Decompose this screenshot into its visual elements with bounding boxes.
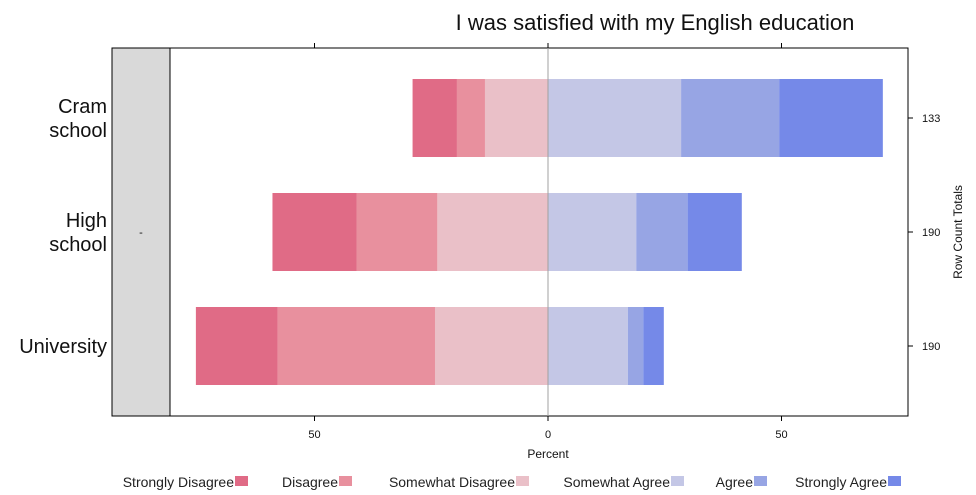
bar-somewhat-agree <box>548 307 628 385</box>
bar-strongly-disagree <box>195 307 278 385</box>
row-totals: 133 190 190 <box>908 113 940 353</box>
bar-strongly-agree <box>687 193 742 271</box>
right-axis-title: Row Count Totals <box>951 185 965 279</box>
legend-label: Strongly Agree <box>795 474 887 490</box>
x-tick-label: 50 <box>308 429 320 441</box>
bar-somewhat-disagree <box>484 79 548 157</box>
category-label: High <box>66 210 107 232</box>
legend-swatch <box>754 476 767 486</box>
x-tick-label: 0 <box>545 429 551 441</box>
bar-agree <box>681 79 780 157</box>
bar-somewhat-agree <box>548 193 637 271</box>
category-label: Cram <box>58 96 107 118</box>
strip-label: - <box>139 227 143 239</box>
legend-swatch <box>235 476 248 486</box>
top-ticks <box>314 43 782 48</box>
row-total-label: 190 <box>922 341 940 353</box>
bars-group <box>195 79 883 385</box>
legend-swatch <box>671 476 684 486</box>
bar-somewhat-disagree <box>437 193 548 271</box>
bar-disagree <box>356 193 438 271</box>
bar-somewhat-disagree <box>434 307 548 385</box>
category-label: school <box>49 234 107 256</box>
chart-title: I was satisfied with my English educatio… <box>456 10 855 35</box>
bar-strongly-disagree <box>272 193 357 271</box>
x-axis-title: Percent <box>527 447 569 461</box>
bar-disagree <box>456 79 485 157</box>
legend-label: Disagree <box>282 474 338 490</box>
legend-label: Strongly Disagree <box>123 474 234 490</box>
legend-label: Somewhat Agree <box>563 474 670 490</box>
x-axis: 50 0 50 <box>308 416 788 441</box>
legend-swatch <box>516 476 529 486</box>
legend: Strongly Disagree Disagree Somewhat Disagr… <box>123 474 901 490</box>
category-label: school <box>49 120 107 142</box>
bar-strongly-agree <box>643 307 664 385</box>
category-label: University <box>19 336 107 358</box>
legend-swatch <box>339 476 352 486</box>
row-total-label: 133 <box>922 113 940 125</box>
bar-somewhat-agree <box>548 79 682 157</box>
legend-swatch <box>888 476 901 486</box>
legend-label: Somewhat Disagree <box>389 474 515 490</box>
bar-strongly-agree <box>779 79 883 157</box>
row-total-label: 190 <box>922 227 940 239</box>
x-tick-label: 50 <box>775 429 787 441</box>
bar-agree <box>627 307 644 385</box>
strip-panel <box>111 47 171 417</box>
bar-disagree <box>277 307 435 385</box>
bar-agree <box>636 193 688 271</box>
legend-label: Agree <box>716 474 754 490</box>
bar-strongly-disagree <box>412 79 457 157</box>
